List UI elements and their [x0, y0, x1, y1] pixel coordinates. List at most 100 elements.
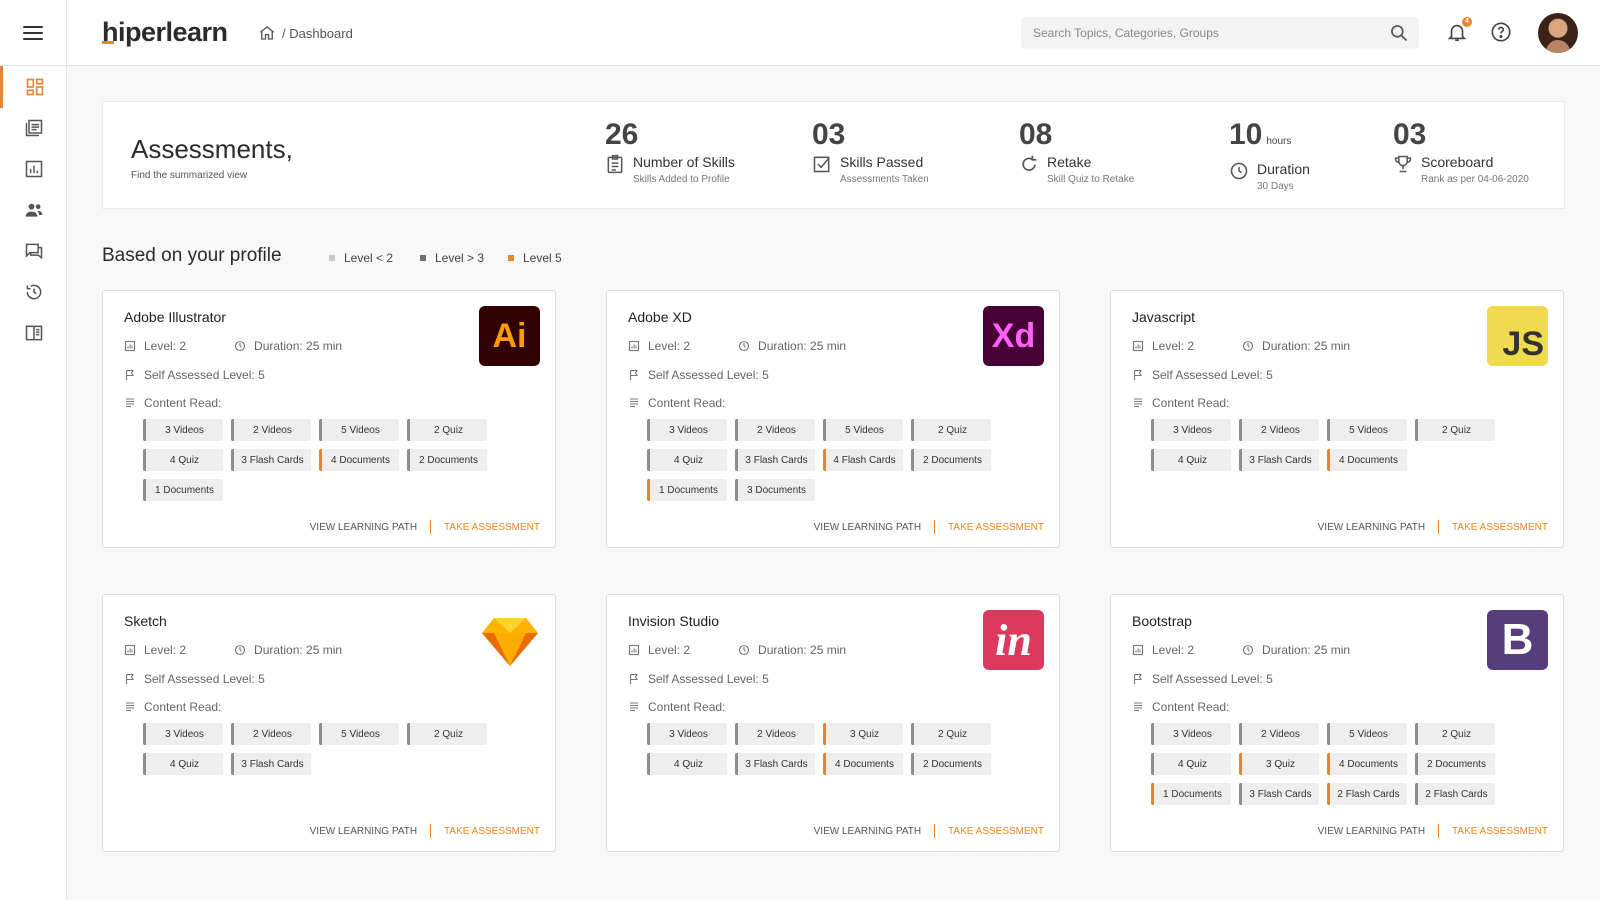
stat-scoreboard: 03 Scoreboard Rank as per 04-06-2020 — [1393, 118, 1529, 185]
content-chip[interactable]: 3 Flash Cards — [231, 753, 311, 775]
content-chip[interactable]: 2 Videos — [231, 723, 311, 745]
skill-duration: Duration: 25 min — [254, 339, 343, 353]
take-assessment-button[interactable]: TAKE ASSESSMENT — [948, 521, 1044, 533]
content-chip[interactable]: 4 Documents — [1327, 753, 1407, 775]
content-chip[interactable]: 3 Videos — [143, 723, 223, 745]
content-chip[interactable]: 1 Documents — [143, 479, 223, 501]
skill-logo: Xd — [983, 306, 1044, 366]
notification-button[interactable]: 4 — [1446, 17, 1472, 44]
content-chip[interactable]: 2 Flash Cards — [1327, 783, 1407, 805]
self-assessed-level: Self Assessed Level: 5 — [1152, 672, 1273, 686]
view-learning-path-button[interactable]: VIEW LEARNING PATH — [309, 825, 418, 837]
view-learning-path-button[interactable]: VIEW LEARNING PATH — [813, 521, 922, 533]
content-chip[interactable]: 5 Videos — [1327, 723, 1407, 745]
content-chip[interactable]: 4 Documents — [1327, 449, 1407, 471]
content-chip[interactable]: 4 Quiz — [647, 449, 727, 471]
content-chip[interactable]: 3 Videos — [647, 419, 727, 441]
search-icon[interactable] — [1389, 23, 1409, 43]
content-chip[interactable]: 3 Videos — [143, 419, 223, 441]
content-chip[interactable]: 4 Quiz — [143, 449, 223, 471]
view-learning-path-button[interactable]: VIEW LEARNING PATH — [813, 825, 922, 837]
content-chip[interactable]: 3 Flash Cards — [231, 449, 311, 471]
content-chip[interactable]: 3 Documents — [735, 479, 815, 501]
content-chip[interactable]: 4 Quiz — [647, 753, 727, 775]
sidebar-item-dashboard[interactable] — [0, 66, 67, 108]
stat-sub: 30 Days — [1257, 181, 1294, 192]
sidebar-item-reports[interactable] — [0, 148, 67, 190]
content-chip[interactable]: 3 Quiz — [823, 723, 903, 745]
user-avatar[interactable] — [1538, 13, 1578, 53]
content-chip[interactable]: 3 Videos — [1151, 419, 1231, 441]
content-chip[interactable]: 4 Flash Cards — [823, 449, 903, 471]
action-divider — [934, 824, 936, 838]
content-chip[interactable]: 2 Quiz — [1415, 419, 1495, 441]
content-chip[interactable]: 5 Videos — [319, 419, 399, 441]
content-chip[interactable]: 2 Videos — [1239, 419, 1319, 441]
content-chip[interactable]: 2 Quiz — [911, 419, 991, 441]
skill-logo — [479, 610, 540, 670]
help-icon[interactable] — [1490, 21, 1512, 43]
skill-duration: Duration: 25 min — [1262, 643, 1351, 657]
content-chip[interactable]: 4 Quiz — [143, 753, 223, 775]
content-chip[interactable]: 2 Documents — [407, 449, 487, 471]
sidebar-item-people[interactable] — [0, 189, 67, 231]
content-chip[interactable]: 2 Flash Cards — [1415, 783, 1495, 805]
content-chip[interactable]: 2 Quiz — [407, 723, 487, 745]
content-chip[interactable]: 3 Flash Cards — [735, 449, 815, 471]
content-chip[interactable]: 2 Quiz — [911, 723, 991, 745]
content-read-row: Content Read: — [628, 396, 725, 410]
home-icon[interactable] — [258, 24, 276, 42]
self-assessed-level: Self Assessed Level: 5 — [648, 368, 769, 382]
content-chip[interactable]: 3 Quiz — [1239, 753, 1319, 775]
content-chip[interactable]: 2 Documents — [1415, 753, 1495, 775]
content-chip[interactable]: 2 Videos — [1239, 723, 1319, 745]
content-chip[interactable]: 4 Documents — [319, 449, 399, 471]
content-chip[interactable]: 5 Videos — [823, 419, 903, 441]
content-chip[interactable]: 2 Videos — [735, 723, 815, 745]
sidebar-item-reader[interactable] — [0, 312, 67, 354]
content-chip[interactable]: 4 Quiz — [1151, 449, 1231, 471]
app-logo[interactable]: hiperlearn — [102, 17, 228, 47]
take-assessment-button[interactable]: TAKE ASSESSMENT — [1452, 825, 1548, 837]
take-assessment-button[interactable]: TAKE ASSESSMENT — [948, 825, 1044, 837]
take-assessment-button[interactable]: TAKE ASSESSMENT — [444, 521, 540, 533]
content-chip[interactable]: 1 Documents — [1151, 783, 1231, 805]
content-chip[interactable]: 2 Quiz — [407, 419, 487, 441]
view-learning-path-button[interactable]: VIEW LEARNING PATH — [1317, 521, 1426, 533]
content-chip[interactable]: 3 Flash Cards — [1239, 783, 1319, 805]
content-chip[interactable]: 5 Videos — [1327, 419, 1407, 441]
skill-level-row: Level: 2 Duration: 25 min — [628, 339, 846, 353]
card-actions: VIEW LEARNING PATH TAKE ASSESSMENT — [1318, 824, 1548, 838]
content-chip[interactable]: 2 Documents — [911, 449, 991, 471]
sidebar-item-courses[interactable] — [0, 107, 67, 149]
sidebar-item-history[interactable] — [0, 271, 67, 313]
content-chip[interactable]: 5 Videos — [319, 723, 399, 745]
take-assessment-button[interactable]: TAKE ASSESSMENT — [1452, 521, 1548, 533]
legend-item: Level 5 — [508, 251, 562, 265]
level-icon — [1132, 340, 1144, 352]
sidebar-item-discussions[interactable] — [0, 230, 67, 272]
content-chip[interactable]: 1 Documents — [647, 479, 727, 501]
content-chip[interactable]: 3 Flash Cards — [1239, 449, 1319, 471]
clock-icon — [1242, 644, 1254, 656]
hamburger-menu-icon[interactable] — [0, 0, 67, 66]
stat-unit: hours — [1266, 136, 1292, 147]
view-learning-path-button[interactable]: VIEW LEARNING PATH — [1317, 825, 1426, 837]
legend-swatch — [329, 255, 335, 261]
content-chip[interactable]: 2 Quiz — [1415, 723, 1495, 745]
content-chip[interactable]: 2 Documents — [911, 753, 991, 775]
skill-level: Level: 2 — [648, 643, 691, 657]
content-chip[interactable]: 4 Quiz — [1151, 753, 1231, 775]
content-chip[interactable]: 3 Flash Cards — [735, 753, 815, 775]
search-input[interactable] — [1033, 17, 1373, 49]
view-learning-path-button[interactable]: VIEW LEARNING PATH — [309, 521, 418, 533]
content-chip[interactable]: 2 Videos — [231, 419, 311, 441]
content-chip[interactable]: 2 Videos — [735, 419, 815, 441]
content-chip[interactable]: 3 Videos — [1151, 723, 1231, 745]
content-chip[interactable]: 4 Documents — [823, 753, 903, 775]
take-assessment-button[interactable]: TAKE ASSESSMENT — [444, 825, 540, 837]
stat-sub: Skills Added to Profile — [633, 174, 730, 185]
content-read-label: Content Read: — [144, 700, 222, 714]
stat-label: Skills Passed — [840, 154, 924, 170]
content-chip[interactable]: 3 Videos — [647, 723, 727, 745]
